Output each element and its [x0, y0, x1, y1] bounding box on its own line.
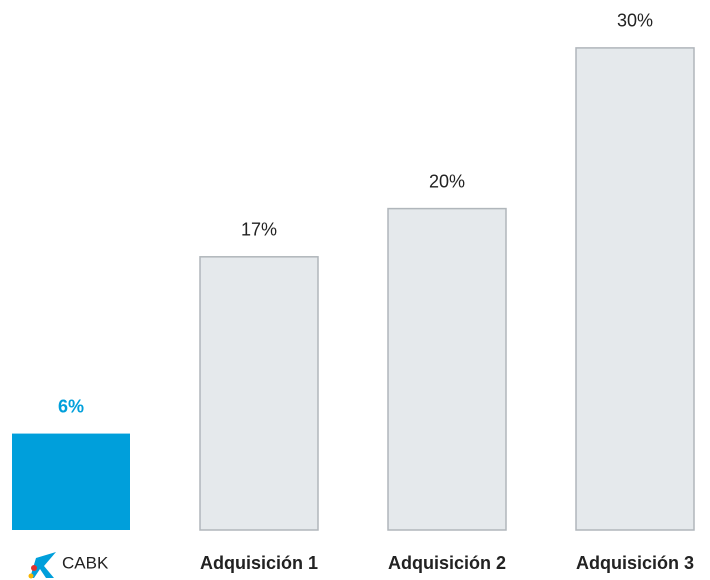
cabk-logo [28, 552, 56, 579]
value-label: 6% [58, 396, 84, 416]
bar [387, 207, 507, 531]
value-label: 17% [241, 220, 277, 240]
category-label: CABK [62, 553, 109, 572]
category-label: Adquisición 3 [576, 553, 694, 573]
bar [199, 256, 319, 531]
category-label: Adquisición 2 [388, 553, 506, 573]
category-label: Adquisición 1 [200, 553, 318, 573]
value-label: 20% [429, 171, 465, 191]
bar [575, 47, 695, 531]
bar [12, 433, 130, 530]
value-label: 30% [617, 11, 653, 31]
